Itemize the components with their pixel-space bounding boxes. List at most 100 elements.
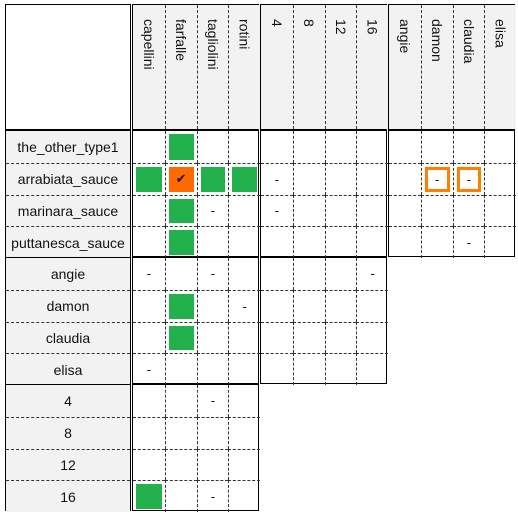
column-header-pasta: rotini [228, 5, 260, 129]
grid-cell[interactable] [292, 353, 325, 385]
grid-cell[interactable] [420, 226, 453, 258]
grid-cell[interactable] [164, 131, 197, 163]
grid-cell[interactable]: - [196, 480, 229, 512]
grid-cell[interactable] [324, 226, 357, 258]
grid-cell[interactable]: - [228, 289, 260, 322]
grid-cell[interactable] [133, 289, 165, 322]
grid-cell[interactable] [164, 258, 197, 290]
grid-cell[interactable] [292, 321, 325, 354]
grid-cell[interactable] [324, 131, 357, 163]
grid-cell[interactable] [228, 416, 260, 449]
grid-cell[interactable] [164, 226, 197, 258]
grid-cell[interactable] [164, 321, 197, 354]
grid-cell[interactable] [133, 416, 165, 449]
grid-cell[interactable] [261, 289, 293, 322]
grid-cell[interactable] [261, 131, 293, 163]
grid-cell[interactable] [196, 416, 229, 449]
grid-cell[interactable] [228, 194, 260, 227]
grid-cell[interactable] [133, 385, 165, 417]
grid-cell[interactable]: - [356, 258, 388, 290]
grid-cell[interactable] [324, 321, 357, 354]
grid-cell[interactable] [228, 226, 260, 258]
grid-cell[interactable] [196, 321, 229, 354]
check-icon: ✔ [175, 171, 187, 187]
grid-cell[interactable]: ✔ [164, 162, 197, 195]
grid-cell[interactable] [324, 353, 357, 385]
grid-cell[interactable] [196, 448, 229, 481]
grid-cell[interactable] [292, 131, 325, 163]
grid-cell[interactable] [164, 416, 197, 449]
grid-cell[interactable] [228, 448, 260, 481]
grid-cell[interactable]: - [133, 258, 165, 290]
grid-cell[interactable] [420, 131, 453, 163]
grid-cell[interactable]: - [452, 162, 485, 195]
grid-cell[interactable] [196, 226, 229, 258]
grid-cell[interactable] [452, 131, 485, 163]
grid-cell[interactable] [292, 226, 325, 258]
grid-cell[interactable] [324, 194, 357, 227]
grid-cell[interactable] [484, 131, 516, 163]
grid-cell[interactable] [164, 194, 197, 227]
grid-cell[interactable] [452, 194, 485, 227]
grid-cell[interactable] [196, 162, 229, 195]
grid-cell[interactable] [133, 448, 165, 481]
grid-cell[interactable] [356, 226, 388, 258]
grid-cell[interactable] [228, 162, 260, 195]
grid-cell[interactable]: - [196, 194, 229, 227]
grid-cell[interactable] [389, 226, 421, 258]
grid-cell[interactable] [356, 131, 388, 163]
grid-cell[interactable] [228, 258, 260, 290]
grid-cell[interactable] [484, 194, 516, 227]
grid-cell[interactable] [133, 321, 165, 354]
grid-cell[interactable]: - [133, 353, 165, 385]
column-header-label: damon [429, 19, 446, 62]
grid-cell[interactable] [228, 480, 260, 512]
grid-cell[interactable] [356, 353, 388, 385]
grid-cell[interactable] [164, 448, 197, 481]
grid-cell[interactable] [484, 162, 516, 195]
grid-cell[interactable] [164, 385, 197, 417]
grid-cell[interactable] [196, 131, 229, 163]
grid-cell[interactable] [196, 289, 229, 322]
grid-cell[interactable] [292, 289, 325, 322]
grid-cell[interactable] [484, 226, 516, 258]
grid-cell[interactable] [228, 131, 260, 163]
grid-cell[interactable] [389, 194, 421, 227]
grid-cell[interactable] [228, 385, 260, 417]
grid-cell[interactable] [133, 480, 165, 512]
grid-cell[interactable] [324, 162, 357, 195]
grid-cell[interactable]: - [261, 162, 293, 195]
grid-cell[interactable]: - [452, 226, 485, 258]
grid-cell[interactable] [292, 194, 325, 227]
grid-cell[interactable] [292, 258, 325, 290]
grid-cell[interactable] [324, 258, 357, 290]
grid-cell[interactable] [356, 289, 388, 322]
grid-cell[interactable] [261, 226, 293, 258]
grid-cell[interactable]: - [261, 194, 293, 227]
grid-cell[interactable] [196, 353, 229, 385]
grid-cell[interactable] [133, 131, 165, 163]
grid-cell[interactable] [356, 321, 388, 354]
grid-cell[interactable]: - [196, 385, 229, 417]
grid-cell[interactable] [133, 162, 165, 195]
grid-cell[interactable] [261, 321, 293, 354]
grid-cell[interactable] [261, 258, 293, 290]
grid-cell[interactable] [292, 162, 325, 195]
grid-cell[interactable]: - [196, 258, 229, 290]
grid-cell[interactable] [164, 289, 197, 322]
grid-cell[interactable] [164, 353, 197, 385]
grid-cell[interactable] [356, 162, 388, 195]
grid-cell[interactable] [261, 353, 293, 385]
grid-cell[interactable] [164, 480, 197, 512]
grid-cell[interactable] [356, 194, 388, 227]
grid-cell[interactable] [133, 194, 165, 227]
grid-cell[interactable] [389, 162, 421, 195]
grid-cell[interactable] [133, 226, 165, 258]
grid-cell[interactable]: - [420, 162, 453, 195]
grid-cell[interactable] [389, 131, 421, 163]
column-header-number: 4 [261, 5, 293, 129]
grid-cell[interactable] [228, 321, 260, 354]
grid-cell[interactable] [228, 353, 260, 385]
grid-cell[interactable] [420, 194, 453, 227]
grid-cell[interactable] [324, 289, 357, 322]
